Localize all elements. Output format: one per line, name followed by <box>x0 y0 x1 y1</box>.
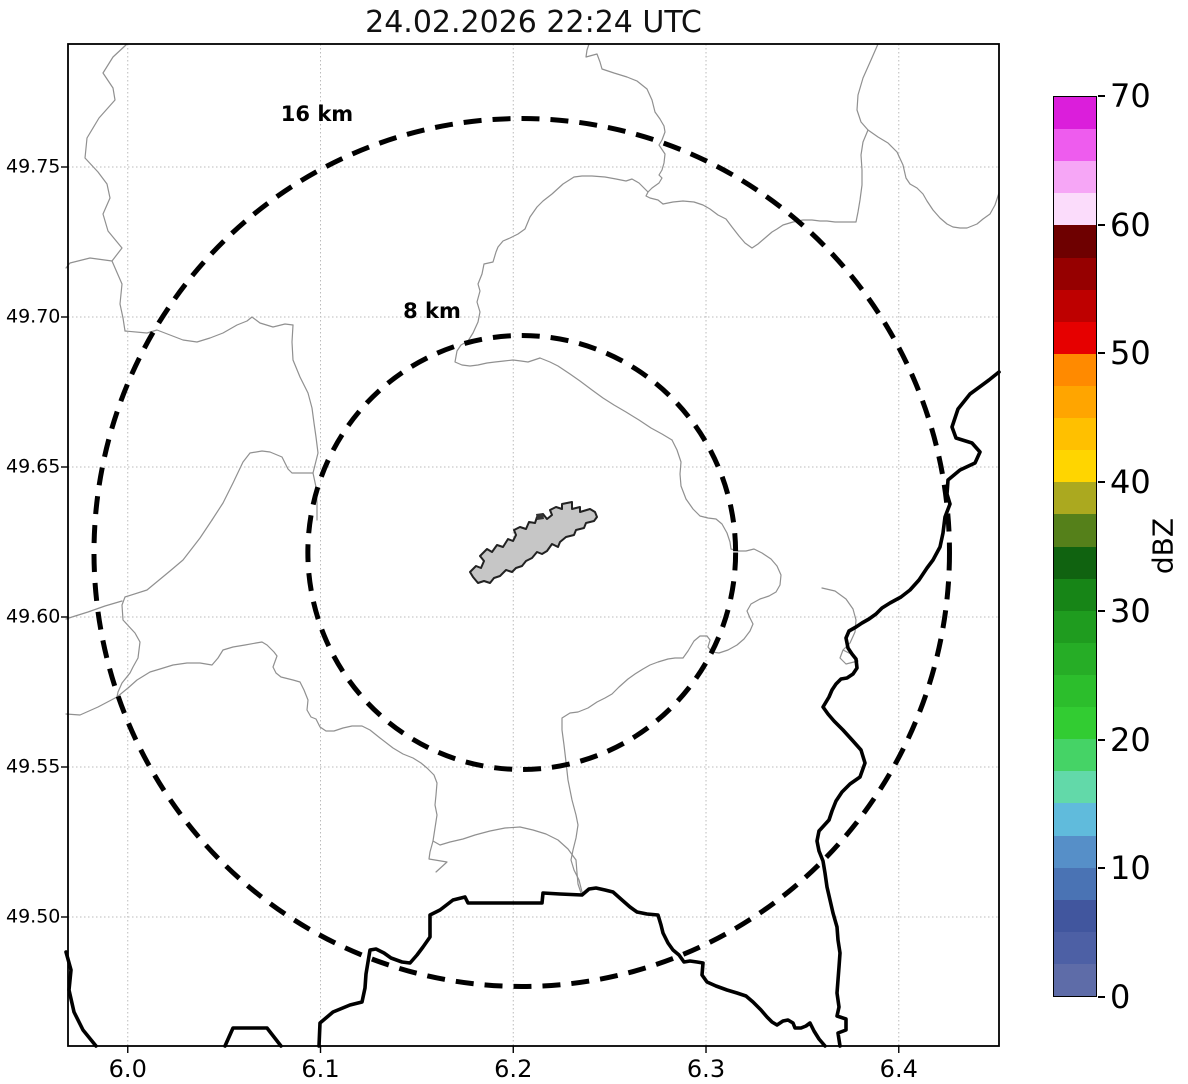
y-tick-label: 49.65 <box>6 455 61 478</box>
colorbar-segment <box>1054 193 1096 226</box>
colorbar-segment <box>1054 835 1096 868</box>
colorbar-segment <box>1054 289 1096 322</box>
admin-boundary-line <box>65 257 113 269</box>
colorbar-segment <box>1054 931 1096 964</box>
colorbar-tick-label: 40 <box>1110 463 1151 502</box>
colorbar-tick-mark <box>1098 996 1105 998</box>
plot-title: 24.02.2026 22:24 UTC <box>365 5 702 40</box>
plot-border <box>67 43 1000 1047</box>
colorbar-axis-label: dBZ <box>1146 517 1180 575</box>
y-tick-label: 49.75 <box>6 155 61 178</box>
colorbar-segment <box>1054 707 1096 740</box>
colorbar-segment <box>1054 257 1096 290</box>
colorbar-segment <box>1054 739 1096 772</box>
admin-boundary-line <box>519 826 582 894</box>
admin-boundary-line <box>539 357 673 441</box>
admin-boundary-line <box>116 519 213 698</box>
city-area-polygon <box>469 501 598 584</box>
colorbar-tick-label: 30 <box>1110 591 1151 630</box>
range-ring-label-8km: 8 km <box>403 299 461 323</box>
colorbar-segment <box>1054 418 1096 451</box>
colorbar-segment <box>1054 771 1096 804</box>
colorbar-segment <box>1054 578 1096 611</box>
colorbar-segment <box>1054 353 1096 386</box>
admin-boundary-line <box>454 175 649 367</box>
colorbar-segment <box>1054 450 1096 483</box>
colorbar-tick-label: 60 <box>1110 205 1151 244</box>
country-border-line <box>64 950 98 1048</box>
x-tick-label: 6.1 <box>301 1055 340 1083</box>
x-tick-label: 6.4 <box>879 1055 918 1083</box>
colorbar-segment <box>1054 610 1096 643</box>
colorbar-segment <box>1054 867 1096 900</box>
admin-boundary-line <box>821 587 859 665</box>
colorbar-tick-mark <box>1098 95 1105 97</box>
admin-boundary-line <box>561 439 782 893</box>
colorbar-tick-mark <box>1098 481 1105 484</box>
colorbar-segment <box>1054 482 1096 515</box>
colorbar-segment <box>1054 963 1096 997</box>
colorbar-tick-label: 0 <box>1110 978 1131 1016</box>
x-tick-label: 6.2 <box>494 1055 533 1083</box>
x-tick-label: 6.0 <box>108 1055 147 1083</box>
colorbar-segment <box>1054 385 1096 419</box>
colorbar-tick-label: 70 <box>1110 77 1151 115</box>
admin-boundary-line <box>65 696 118 716</box>
colorbar-tick-mark <box>1098 223 1105 226</box>
colorbar-tick-label: 50 <box>1110 334 1151 373</box>
admin-boundary-line <box>662 129 869 249</box>
colorbar-segment <box>1054 225 1096 258</box>
admin-boundary-line <box>211 450 314 521</box>
country-border-line <box>223 1026 283 1048</box>
colorbar-segment <box>1054 803 1096 836</box>
colorbar-segment <box>1054 642 1096 675</box>
colorbar-segment <box>1054 129 1096 162</box>
range-ring-8km <box>305 333 739 772</box>
admin-boundary-line <box>116 641 521 846</box>
country-border-line <box>317 886 827 1048</box>
range-ring-16km <box>91 116 952 989</box>
admin-boundary-line <box>124 316 294 343</box>
admin-boundary-line <box>291 324 319 521</box>
colorbar-segment <box>1054 321 1096 354</box>
colorbar-tick-mark <box>1098 609 1105 612</box>
country-border-line <box>815 370 1001 1048</box>
colorbar-segment <box>1054 674 1096 708</box>
y-tick-label: 49.70 <box>6 305 61 328</box>
colorbar-tick-label: 10 <box>1110 849 1151 888</box>
colorbar-segment <box>1054 161 1096 194</box>
colorbar-segment <box>1054 514 1096 547</box>
y-tick-label: 49.55 <box>6 755 61 778</box>
colorbar-tick-mark <box>1098 867 1105 870</box>
colorbar-segment <box>1054 899 1096 932</box>
colorbar-tick-label: 20 <box>1110 720 1151 759</box>
colorbar <box>1053 96 1097 997</box>
y-tick-label: 49.60 <box>6 605 61 628</box>
admin-boundary-line <box>428 840 448 873</box>
admin-boundary-line <box>856 43 1000 229</box>
colorbar-segment <box>1054 97 1096 130</box>
city-inner-mark <box>536 513 544 520</box>
colorbar-tick-mark <box>1098 352 1105 355</box>
admin-boundary-line <box>84 43 128 332</box>
range-ring-label-16km: 16 km <box>280 102 354 126</box>
admin-boundary-line <box>585 43 666 205</box>
colorbar-tick-mark <box>1098 738 1105 741</box>
x-tick-label: 6.3 <box>686 1055 726 1083</box>
y-tick-label: 49.50 <box>6 905 61 928</box>
admin-boundary-line <box>65 600 123 620</box>
colorbar-segment <box>1054 546 1096 579</box>
